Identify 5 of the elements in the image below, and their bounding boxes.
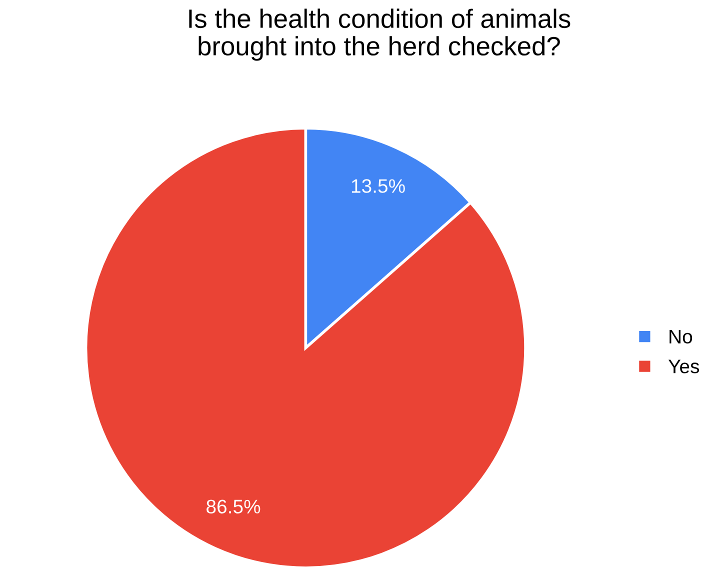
legend-label: Yes — [668, 360, 700, 374]
legend-label: No — [670, 330, 692, 344]
data-label: 86.5% — [206, 500, 260, 514]
chart-title: Is the health condition of animals brought into the herd checked? — [189, 8, 570, 61]
data-label: 13.5% — [352, 179, 405, 193]
